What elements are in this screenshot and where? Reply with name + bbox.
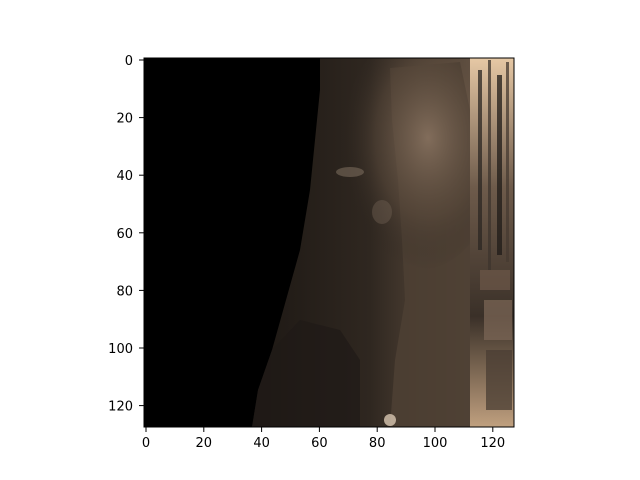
foreground-shadow: [252, 320, 360, 427]
y-tick-label: 120: [108, 400, 133, 415]
plot-frame: [143, 57, 515, 428]
y-axis: 0 20 40 60 80 100 120: [108, 54, 144, 415]
highlight-spot: [336, 167, 364, 177]
right-edge-streaks: [478, 60, 512, 410]
y-tick-label: 40: [116, 169, 133, 184]
image-panel: [144, 58, 514, 427]
y-tick-label: 100: [108, 342, 133, 357]
x-tick-label: 120: [480, 436, 505, 451]
x-tick-label: 80: [369, 436, 386, 451]
x-tick-label: 0: [142, 436, 150, 451]
y-tick-label: 80: [116, 284, 133, 299]
x-tick-label: 100: [423, 436, 448, 451]
subject-highlight: [340, 58, 500, 270]
y-tick-label: 20: [116, 112, 133, 127]
x-tick-label: 20: [196, 436, 213, 451]
y-tick-label: 0: [125, 54, 133, 69]
x-tick-label: 40: [253, 436, 270, 451]
x-axis: 0 20 40 60 80 100 120: [142, 427, 505, 451]
x-tick-label: 60: [311, 436, 328, 451]
y-tick-label: 60: [116, 227, 133, 242]
highlight-spot: [384, 414, 396, 426]
highlight-spot: [372, 200, 392, 224]
